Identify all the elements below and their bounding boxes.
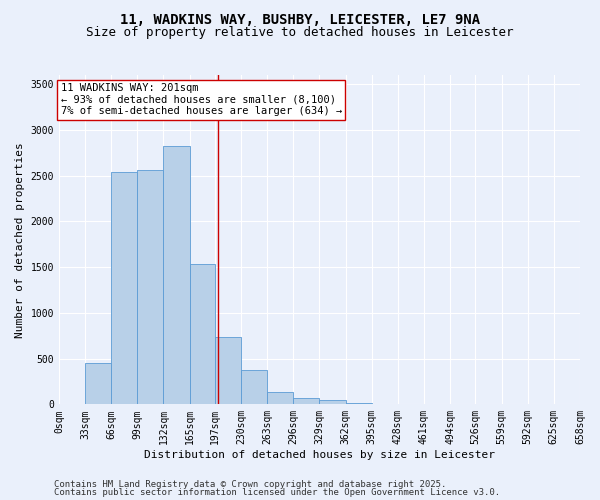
X-axis label: Distribution of detached houses by size in Leicester: Distribution of detached houses by size … — [144, 450, 495, 460]
Text: Contains public sector information licensed under the Open Government Licence v3: Contains public sector information licen… — [54, 488, 500, 497]
Text: Size of property relative to detached houses in Leicester: Size of property relative to detached ho… — [86, 26, 514, 39]
Bar — [215, 336, 241, 404]
Bar — [163, 146, 190, 404]
Text: 11, WADKINS WAY, BUSHBY, LEICESTER, LE7 9NA: 11, WADKINS WAY, BUSHBY, LEICESTER, LE7 … — [120, 12, 480, 26]
Bar — [293, 398, 319, 404]
Bar — [241, 370, 267, 404]
Bar — [190, 264, 215, 404]
Bar — [111, 172, 137, 404]
Bar — [267, 392, 293, 404]
Bar — [319, 400, 346, 404]
Y-axis label: Number of detached properties: Number of detached properties — [15, 142, 25, 338]
Text: 11 WADKINS WAY: 201sqm
← 93% of detached houses are smaller (8,100)
7% of semi-d: 11 WADKINS WAY: 201sqm ← 93% of detached… — [61, 83, 342, 116]
Bar — [137, 170, 163, 404]
Text: Contains HM Land Registry data © Crown copyright and database right 2025.: Contains HM Land Registry data © Crown c… — [54, 480, 446, 489]
Bar — [85, 363, 111, 405]
Bar — [346, 403, 372, 404]
